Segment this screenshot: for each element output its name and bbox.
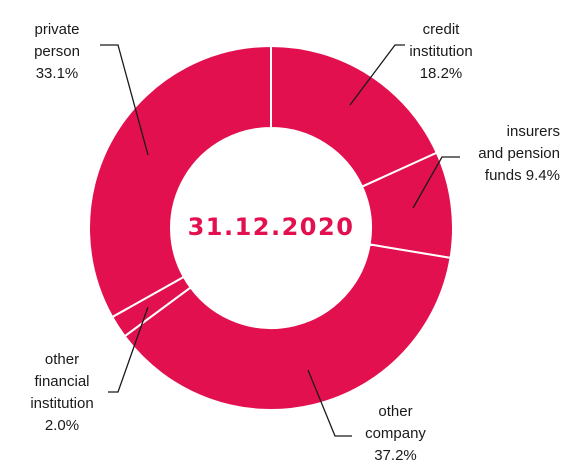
segment-label: insurers and pension funds 9.4%	[478, 121, 560, 187]
value-label: 18.2%	[419, 65, 463, 82]
leader-line	[412, 156, 460, 209]
leader-line	[349, 44, 405, 106]
value-label: 37.2%	[374, 447, 417, 463]
category-label: insurers and pension funds	[478, 123, 560, 184]
value-label: 33.1%	[35, 65, 79, 82]
leader-line	[100, 44, 149, 156]
donut-segment	[88, 44, 272, 319]
segment-label: private person 33.1%	[17, 19, 97, 85]
segment-label: credit institution 18.2%	[396, 19, 486, 85]
category-label: credit institution	[409, 21, 473, 60]
category-label: other company	[365, 403, 426, 442]
leader-line	[307, 369, 352, 437]
donut	[88, 44, 454, 411]
category-label: other financial institution	[30, 351, 94, 412]
value-label: 9.4%	[525, 167, 560, 184]
donut-segment	[270, 44, 439, 188]
category-label: private person	[34, 21, 80, 60]
donut-segment	[123, 243, 452, 411]
segment-label: other financial institution 2.0%	[22, 349, 102, 437]
segment-label: other company 37.2%	[358, 401, 433, 463]
leader-line	[108, 306, 149, 393]
value-label: 2.0%	[44, 417, 80, 434]
chart-title: 31.12.2020	[188, 213, 355, 241]
